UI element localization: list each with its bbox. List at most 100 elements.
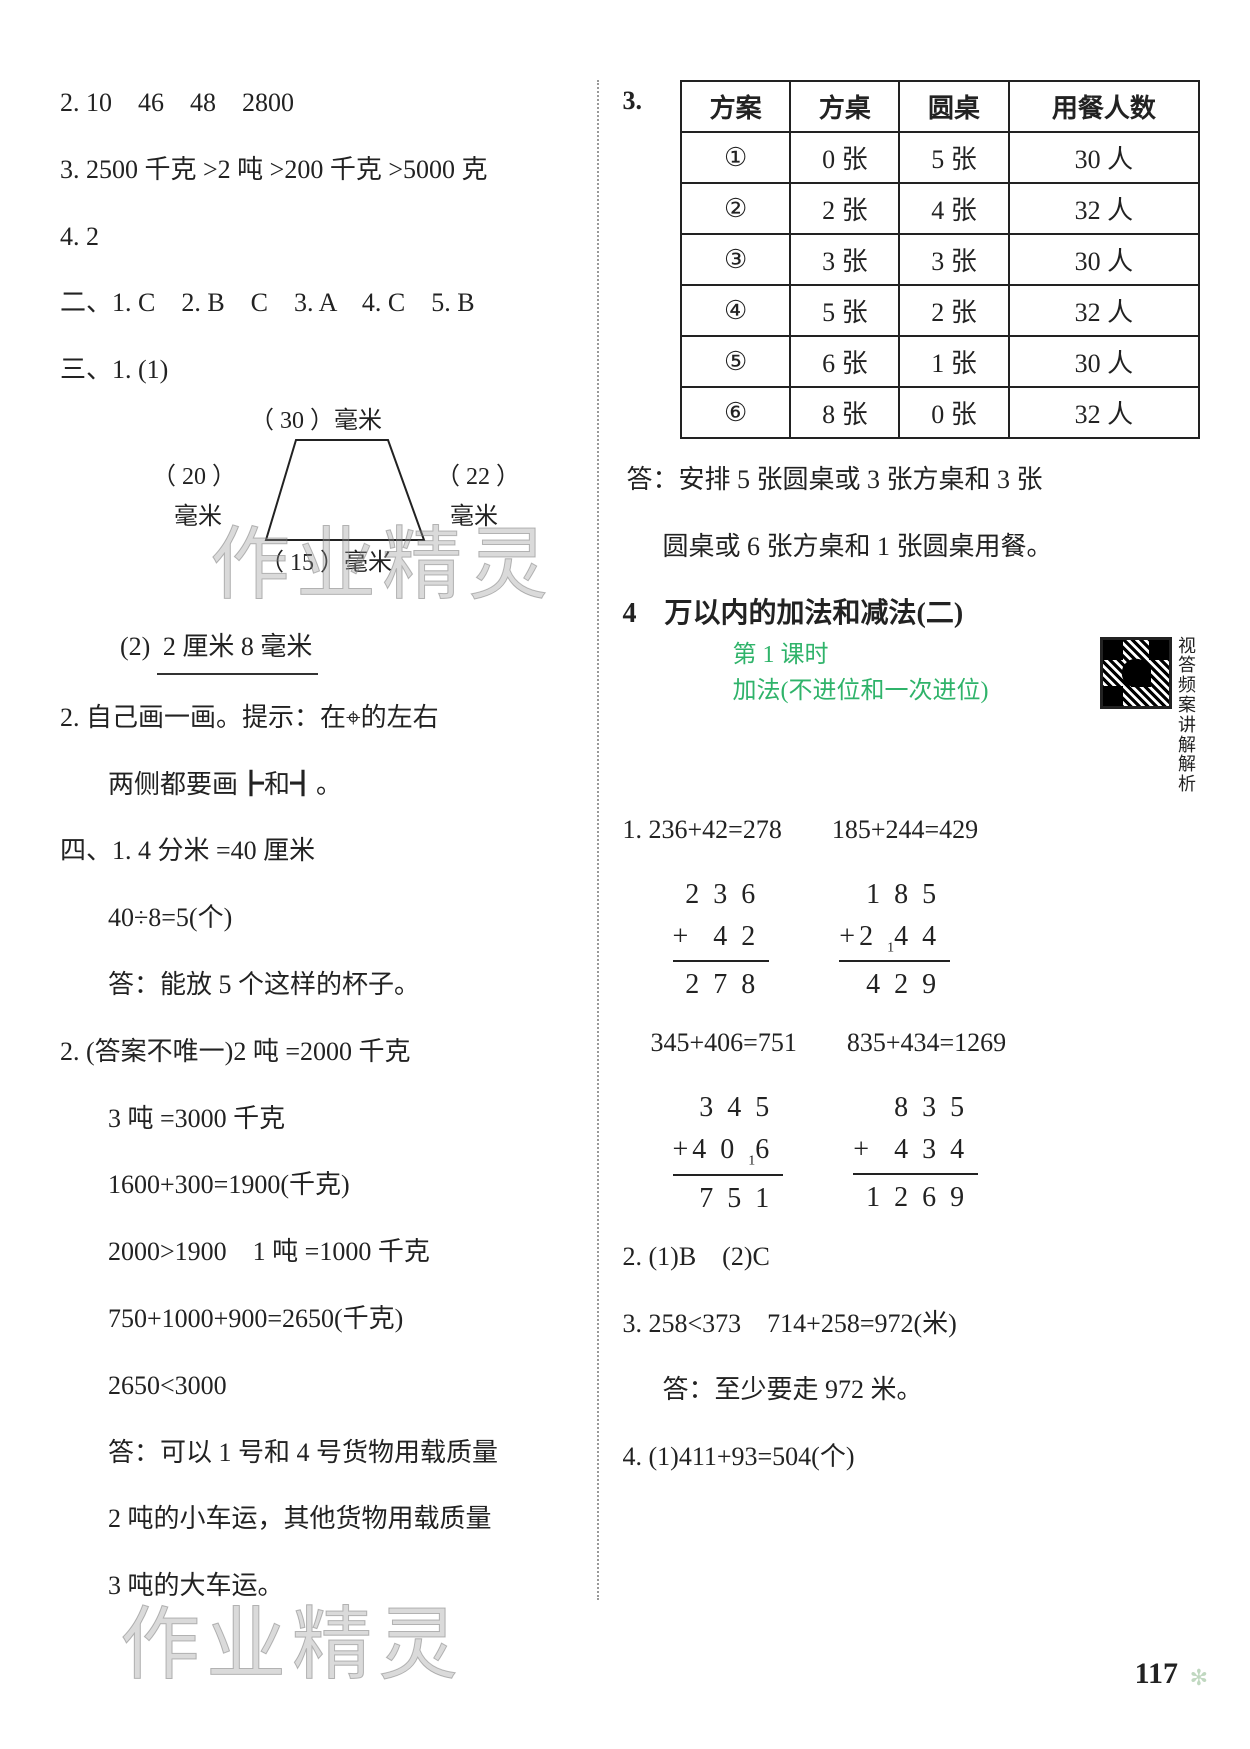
addition-block-2: 345 +4016 751 835 + 434 1269 — [673, 1087, 1201, 1220]
page-number: 117 — [1135, 1657, 1178, 1691]
th-2: 圆桌 — [899, 81, 1008, 132]
table-cell: ④ — [681, 285, 790, 336]
page-star-icon: ✻ — [1190, 1665, 1208, 1691]
add-2: 185 +2144 429 — [839, 874, 950, 1007]
table-cell: 6 张 — [790, 336, 899, 387]
add1-b: 42 — [692, 921, 769, 952]
sub-green-2: 加法(不进位和一次进位) — [733, 673, 1101, 709]
si-2a: 2. (答案不唯一)2 吨 =2000 千克 — [60, 1029, 579, 1076]
si-2g: 答：可以 1 号和 4 号货物用载质量 — [60, 1430, 579, 1477]
q3-label: 3. — [623, 80, 643, 116]
trap-top: （ 30 ）毫米 — [250, 400, 382, 435]
table-cell: 8 张 — [790, 387, 899, 438]
sec-num: 4 — [623, 598, 637, 629]
table-cell: 0 张 — [790, 132, 899, 183]
table-row: ⑤6 张1 张30 人 — [681, 336, 1199, 387]
table-cell: 32 人 — [1009, 387, 1199, 438]
table-cell: 2 张 — [899, 285, 1008, 336]
right-column: 3. 方案 方桌 圆桌 用餐人数 ①0 张5 张30 人②2 张4 张32 人③… — [603, 80, 1201, 1600]
trap-left-n: （ 20 ） — [152, 456, 236, 491]
table-cell: 30 人 — [1009, 336, 1199, 387]
si-2c: 1600+300=1900(千克) — [60, 1162, 579, 1209]
page-columns: 2. 10 46 48 2800 3. 2500 千克 >2 吨 >200 千克… — [60, 80, 1200, 1600]
trap-left-u: 毫米 — [174, 496, 222, 531]
san-2-value: 2 厘米 8 毫米 — [157, 624, 319, 675]
trapezoid-figure: （ 30 ）毫米 （ 20 ） 毫米 （ 22 ） 毫米 （ 15 ）毫米 — [130, 404, 550, 584]
line-2: 2. 10 46 48 2800 — [60, 80, 579, 127]
add1-a: 236 — [673, 874, 770, 916]
section-heading: 4 万以内的加法和减法(二) — [623, 591, 1201, 631]
add1-s: 278 — [673, 960, 770, 1006]
table-row: ⑥8 张0 张32 人 — [681, 387, 1199, 438]
table-cell: 1 张 — [899, 336, 1008, 387]
table-cell: 32 人 — [1009, 285, 1199, 336]
si-1b: 40÷8=5(个) — [60, 895, 579, 942]
eq-line-2: 345+406=751 835+434=1269 — [623, 1020, 1201, 1067]
trapezoid-shape — [260, 430, 430, 550]
trap-right-u: 毫米 — [450, 496, 498, 531]
table-row: ④5 张2 张32 人 — [681, 285, 1199, 336]
ans3a: 答：安排 5 张圆桌或 3 张方桌和 3 张 — [623, 457, 1201, 504]
eq1a: 1. 236+42=278 — [623, 807, 782, 854]
qr-code-icon — [1100, 637, 1172, 709]
table-cell: ② — [681, 183, 790, 234]
th-3: 用餐人数 — [1009, 81, 1199, 132]
san-head: 三、1. (1) — [60, 347, 579, 394]
add3-s: 751 — [673, 1174, 784, 1220]
item2a: 2. 自己画一画。提示：在⌖的左右 — [60, 695, 579, 742]
table-cell: 0 张 — [899, 387, 1008, 438]
eq1b: 185+244=429 — [832, 807, 978, 854]
rq4a: 4. (1)411+93=504(个) — [623, 1434, 1201, 1481]
table-header-row: 方案 方桌 圆桌 用餐人数 — [681, 81, 1199, 132]
add-1: 236 + 42 278 — [673, 874, 770, 1007]
table-cell: 3 张 — [899, 234, 1008, 285]
table-cell: 4 张 — [899, 183, 1008, 234]
add2-a: 185 — [839, 874, 950, 916]
sub-green-1: 第 1 课时 — [733, 637, 1101, 673]
sec-title-text: 万以内的加法和减法(二) — [665, 598, 964, 629]
si-2e: 750+1000+900=2650(千克) — [60, 1296, 579, 1343]
mc-line: 二、1. C 2. B C 3. A 4. C 5. B — [60, 280, 579, 327]
th-1: 方桌 — [790, 81, 899, 132]
add2-s: 429 — [839, 960, 950, 1006]
add-4: 835 + 434 1269 — [853, 1087, 978, 1220]
si-2f: 2650<3000 — [60, 1363, 579, 1410]
qr-block: 视答频案讲解解析 — [1100, 637, 1200, 795]
ans3b: 圆桌或 6 张方桌和 1 张圆桌用餐。 — [623, 524, 1201, 571]
rq3b: 答：至少要走 972 米。 — [623, 1367, 1201, 1414]
san-2: (2) 2 厘米 8 毫米 — [60, 624, 579, 675]
rq2: 2. (1)B (2)C — [623, 1234, 1201, 1281]
add4-a: 835 — [853, 1087, 978, 1129]
eq2a: 345+406=751 — [651, 1020, 797, 1067]
si-2d: 2000>1900 1 吨 =1000 千克 — [60, 1229, 579, 1276]
si-1c: 答：能放 5 个这样的杯子。 — [60, 962, 579, 1009]
table-cell: 32 人 — [1009, 183, 1199, 234]
table-cell: ⑤ — [681, 336, 790, 387]
add4-s: 1269 — [853, 1173, 978, 1219]
table-cell: ① — [681, 132, 790, 183]
si-2h: 2 吨的小车运，其他货物用载质量 — [60, 1496, 579, 1543]
line-3: 3. 2500 千克 >2 吨 >200 千克 >5000 克 — [60, 147, 579, 194]
table-row: ③3 张3 张30 人 — [681, 234, 1199, 285]
table-cell: 2 张 — [790, 183, 899, 234]
section-title: 4 万以内的加法和减法(二) — [623, 591, 1201, 631]
add-3: 345 +4016 751 — [673, 1087, 784, 1220]
table-cell: 3 张 — [790, 234, 899, 285]
trap-right-n: （ 22 ） — [436, 456, 520, 491]
trap-bottom: （ 15 ）毫米 — [260, 542, 392, 577]
table-row: ①0 张5 张30 人 — [681, 132, 1199, 183]
table-cell: 30 人 — [1009, 234, 1199, 285]
rq3a: 3. 258<373 714+258=972(米) — [623, 1301, 1201, 1348]
table-cell: ③ — [681, 234, 790, 285]
si-2i: 3 吨的大车运。 — [60, 1563, 579, 1610]
si-1a: 四、1. 4 分米 =40 厘米 — [60, 828, 579, 875]
left-column: 2. 10 46 48 2800 3. 2500 千克 >2 吨 >200 千克… — [60, 80, 593, 1600]
th-0: 方案 — [681, 81, 790, 132]
plan-table: 方案 方桌 圆桌 用餐人数 ①0 张5 张30 人②2 张4 张32 人③3 张… — [680, 80, 1200, 439]
sub-row: 第 1 课时 加法(不进位和一次进位) 视答频案讲解解析 — [623, 637, 1201, 795]
table-cell: 30 人 — [1009, 132, 1199, 183]
line-4: 4. 2 — [60, 214, 579, 261]
q3-wrap: 3. 方案 方桌 圆桌 用餐人数 ①0 张5 张30 人②2 张4 张32 人③… — [623, 80, 1201, 439]
eq-line-1: 1. 236+42=278 185+244=429 — [623, 807, 1201, 854]
table-cell: ⑥ — [681, 387, 790, 438]
